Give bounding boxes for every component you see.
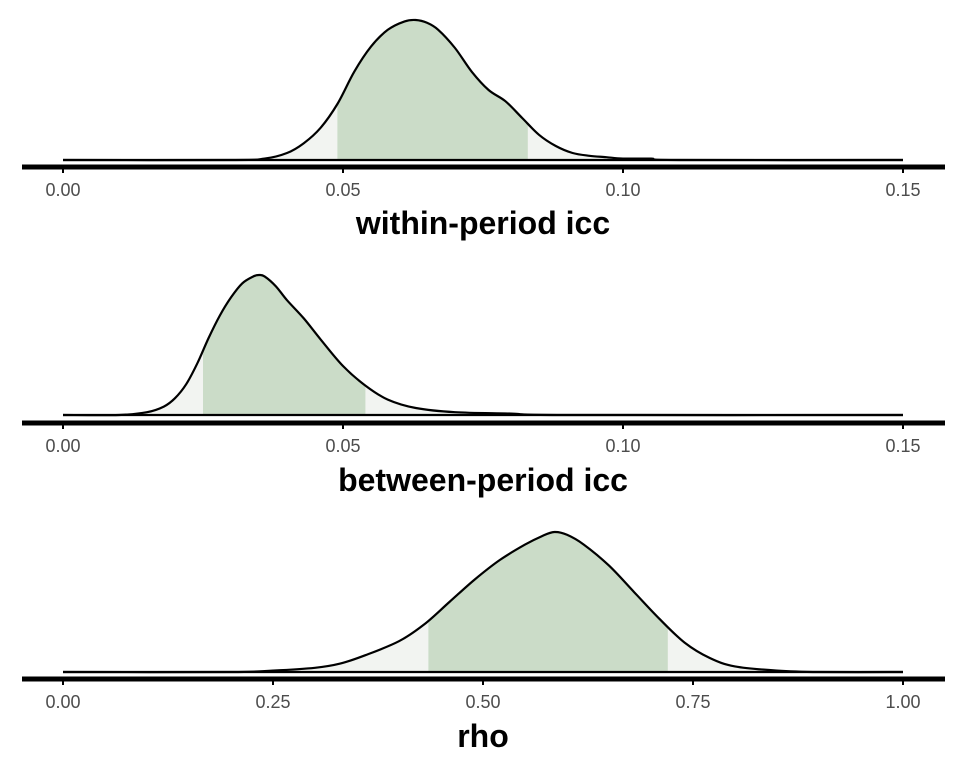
credible-interval-area: [337, 19, 528, 160]
x-tick-label: 0.10: [605, 180, 640, 200]
panel-within-period-icc: within-period icc 0.00 0.05 0.10 0.15: [22, 18, 945, 241]
xlabel-rho: rho: [457, 718, 509, 754]
density-curve: [62, 530, 904, 674]
x-tick-label: 0.00: [45, 692, 80, 712]
credible-interval-area: [203, 274, 366, 415]
x-tick-label: 0.10: [605, 436, 640, 456]
density-curve: [62, 18, 904, 162]
x-tick-label: 0.00: [45, 436, 80, 456]
x-tick-label: 1.00: [885, 692, 920, 712]
x-tick-label: 0.15: [885, 180, 920, 200]
x-tick-label: 0.05: [325, 180, 360, 200]
panel-rho: rho 0.00 0.25 0.50 0.75 1.00: [22, 530, 945, 754]
x-tick-label: 0.25: [255, 692, 290, 712]
density-tail-area: [63, 274, 903, 416]
x-tick-label: 0.15: [885, 436, 920, 456]
xlabel-within-period-icc: within-period icc: [355, 205, 610, 241]
xlabel-between-period-icc: between-period icc: [338, 462, 628, 498]
x-tick-label: 0.50: [465, 692, 500, 712]
credible-interval-area: [428, 531, 668, 672]
x-tick-label: 0.00: [45, 180, 80, 200]
x-tick-label: 0.05: [325, 436, 360, 456]
panel-between-period-icc: between-period icc 0.00 0.05 0.10 0.15: [22, 273, 945, 498]
density-curve: [62, 273, 904, 417]
x-tick-label: 0.75: [675, 692, 710, 712]
